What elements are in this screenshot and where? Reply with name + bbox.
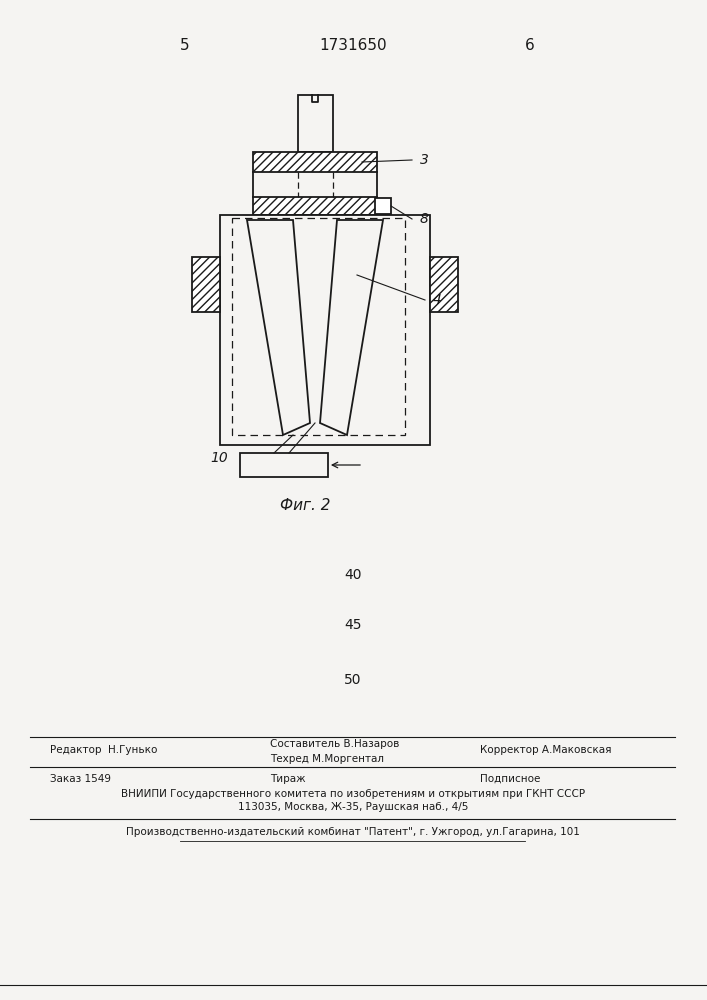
Bar <box>253 197 377 215</box>
Text: Заказ 1549: Заказ 1549 <box>50 774 111 784</box>
Text: 3: 3 <box>420 153 429 167</box>
Bar <box>253 152 377 172</box>
Text: ВНИИПИ Государственного комитета по изобретениям и открытиям при ГКНТ СССР: ВНИИПИ Государственного комитета по изоб… <box>121 789 585 799</box>
Text: Редактор  Н.Гунько: Редактор Н.Гунько <box>50 745 158 755</box>
Polygon shape <box>320 220 383 435</box>
Text: Корректор А.Маковская: Корректор А.Маковская <box>480 745 612 755</box>
Text: Тираж: Тираж <box>270 774 305 784</box>
Text: 40: 40 <box>344 568 362 582</box>
Text: Техред М.Моргентал: Техред М.Моргентал <box>270 754 384 764</box>
Text: 8: 8 <box>420 212 429 226</box>
Text: Составитель В.Назаров: Составитель В.Назаров <box>270 739 399 749</box>
Bar <box>240 453 328 477</box>
Bar <box>298 95 333 152</box>
Bar <box>232 218 405 435</box>
Bar <box>375 198 391 214</box>
Text: Производственно-издательский комбинат "Патент", г. Ужгород, ул.Гагарина, 101: Производственно-издательский комбинат "П… <box>126 827 580 837</box>
Text: 1731650: 1731650 <box>319 37 387 52</box>
Text: 10: 10 <box>210 451 228 465</box>
Bar <box>430 257 458 312</box>
Text: 50: 50 <box>344 673 362 687</box>
Text: Подписное: Подписное <box>480 774 540 784</box>
Text: 6: 6 <box>525 37 535 52</box>
Text: Фиг. 2: Фиг. 2 <box>280 497 330 512</box>
Text: 113035, Москва, Ж-35, Раушская наб., 4/5: 113035, Москва, Ж-35, Раушская наб., 4/5 <box>238 802 468 812</box>
Text: 45: 45 <box>344 618 362 632</box>
Bar <box>192 257 220 312</box>
Polygon shape <box>247 220 310 435</box>
Bar <box>220 215 430 445</box>
Text: 5: 5 <box>180 37 189 52</box>
Text: 4: 4 <box>433 293 442 307</box>
